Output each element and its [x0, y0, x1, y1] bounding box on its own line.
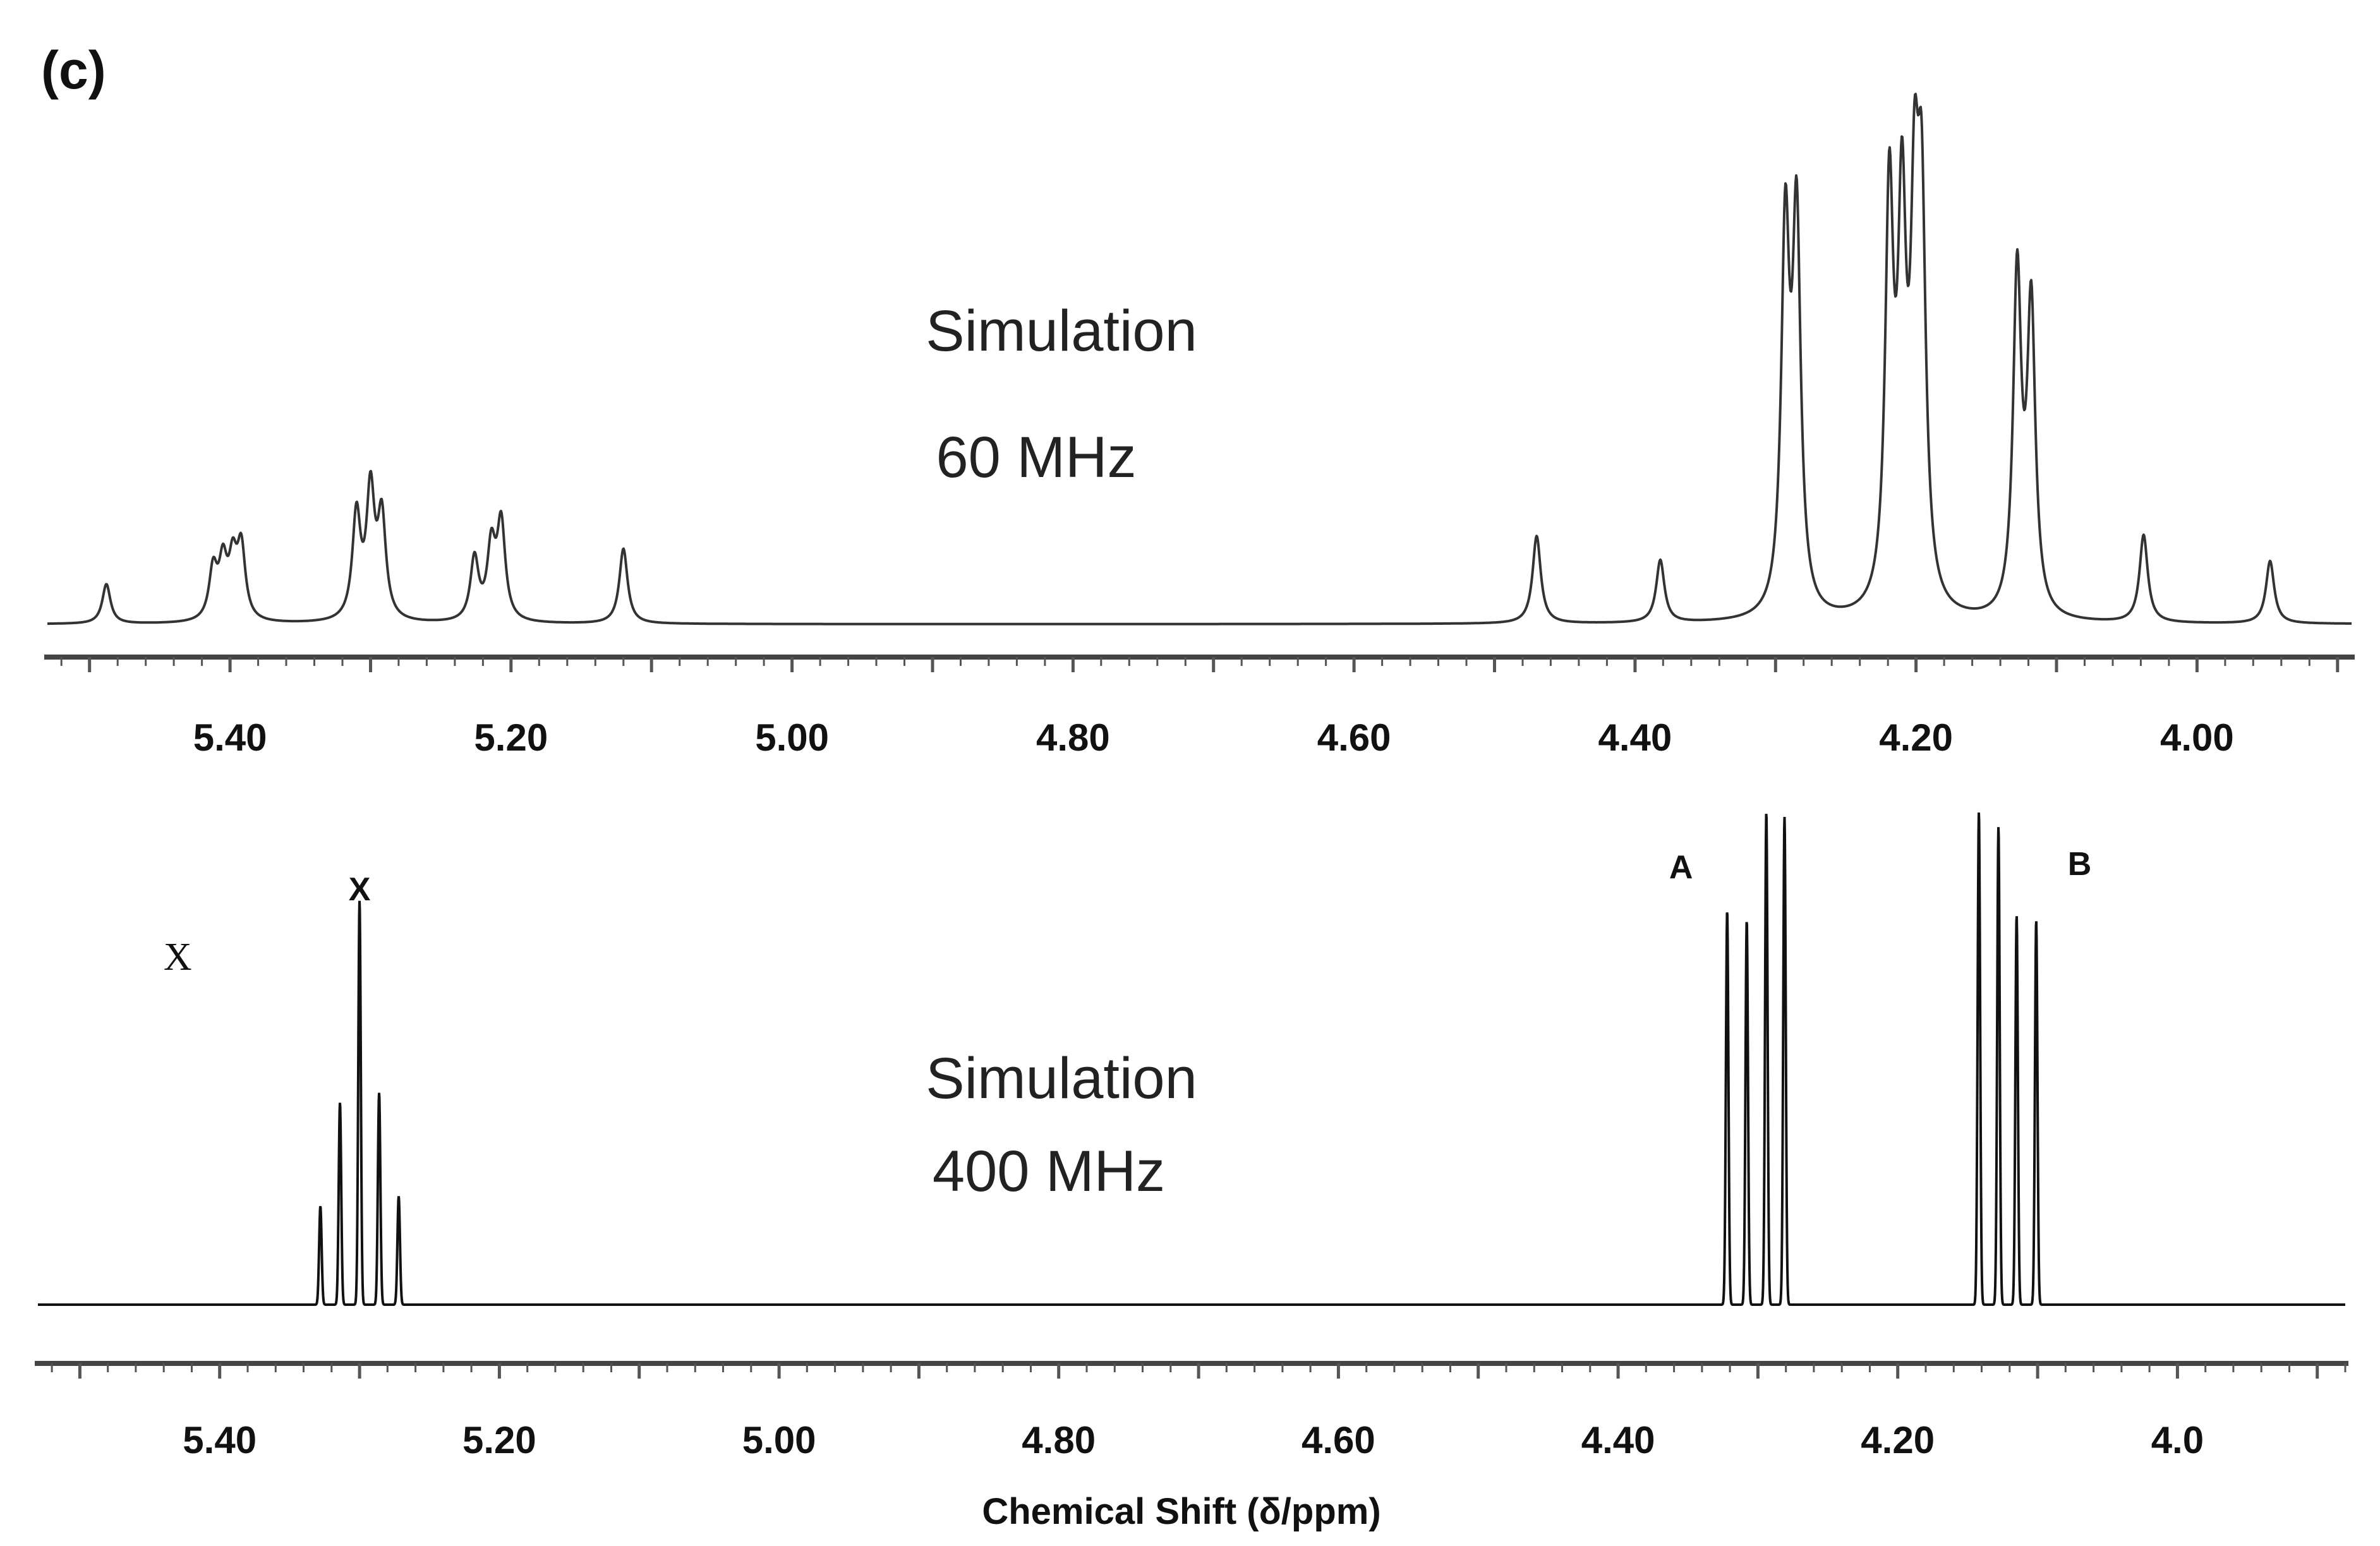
- bottom-spectrum-line: [38, 812, 2345, 1306]
- tick-label: 5.20: [462, 1419, 536, 1461]
- bottom-tick-labels: 5.40 5.20 5.00 4.80 4.60 4.40 4.20 4.0: [183, 1419, 2204, 1461]
- bottom-axis-ticks: [51, 1363, 2347, 1379]
- top-title: Simulation: [926, 299, 1197, 363]
- tick-label: 4.0: [2151, 1419, 2204, 1461]
- peak-annotation-x: X: [349, 871, 371, 908]
- peak-annotation-a: A: [1669, 849, 1693, 886]
- tick-label: 4.20: [1861, 1419, 1935, 1461]
- top-tick-labels: 5.40 5.20 5.00 4.80 4.60 4.40 4.20 4.00: [193, 716, 2234, 759]
- tick-label: 4.60: [1302, 1419, 1375, 1461]
- tick-label: 4.60: [1317, 716, 1391, 759]
- spectrum-60mhz: Simulation 60 MHz 5.40 5.20 5.00 4.80 4.60 4.…: [44, 92, 2355, 759]
- peak-annotation-x: X: [164, 936, 192, 979]
- tick-label: 5.40: [183, 1419, 257, 1461]
- tick-label: 4.40: [1598, 716, 1672, 759]
- top-spectrum-line: [47, 92, 2352, 625]
- x-axis-title: Chemical Shift (δ/ppm): [982, 1491, 1380, 1532]
- bottom-subtitle: 400 MHz: [933, 1139, 1165, 1204]
- tick-label: 4.00: [2160, 716, 2234, 759]
- tick-label: 4.80: [1022, 1419, 1096, 1461]
- spectrum-400mhz: Simulation 400 MHz 5.40 5.20 5.00 4.80 4.60 4…: [35, 812, 2348, 1532]
- bottom-annotations: X A B X: [164, 846, 2091, 979]
- tick-label: 5.00: [755, 716, 829, 759]
- tick-label: 5.40: [193, 716, 267, 759]
- peak-annotation-b: B: [2068, 846, 2092, 883]
- top-subtitle: 60 MHz: [936, 425, 1137, 490]
- tick-label: 5.00: [742, 1419, 816, 1461]
- top-axis-ticks: [60, 657, 2340, 672]
- panel-label: (c): [41, 40, 106, 100]
- tick-label: 4.20: [1879, 716, 1953, 759]
- tick-label: 5.20: [474, 716, 548, 759]
- tick-label: 4.80: [1036, 716, 1110, 759]
- tick-label: 4.40: [1581, 1419, 1655, 1461]
- bottom-title: Simulation: [926, 1046, 1197, 1111]
